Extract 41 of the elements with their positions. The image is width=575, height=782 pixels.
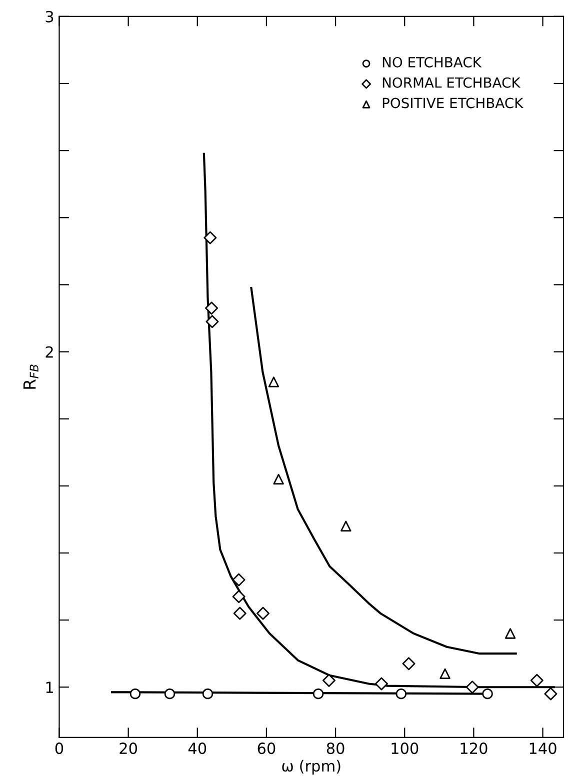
x-tick-label: 60 [258,742,276,754]
point [440,668,450,680]
point [206,315,219,328]
point [374,677,388,690]
legend-label: NO ETCHBACK [382,56,482,68]
point [232,573,246,586]
point [482,688,493,700]
x-tick-label: 20 [120,742,138,754]
line-series [250,287,517,655]
point [205,302,218,315]
y-tick-label: 3 [46,10,54,22]
point [204,231,217,244]
x-tick-label: 80 [326,742,344,754]
point [466,680,479,694]
legend-label: POSITIVE ETCHBACK [382,98,524,108]
point [164,688,176,700]
point [202,688,214,700]
x-tick-label: 0 [55,742,64,754]
point [530,674,544,687]
x-tick-label: 100 [392,742,418,754]
point [402,657,416,670]
point [232,590,246,604]
point [256,606,270,620]
point [268,376,280,388]
y-tick-label: 2 [46,346,53,358]
point [396,688,407,700]
point [340,520,352,532]
y-axis-title: R$_{FB}$ [23,364,38,389]
point [544,687,558,700]
point [130,688,141,700]
x-tick-label: 140 [530,742,556,754]
x-axis-title: ω (rpm) [282,760,340,775]
point [312,688,324,700]
point [504,628,516,639]
point [273,474,284,485]
point [322,674,336,687]
x-tick-label: 120 [460,742,488,754]
point [233,606,246,620]
y-tick-label: 1 [46,682,53,693]
legend-label: NORMAL ETCHBACK [382,77,521,88]
x-tick-label: 40 [188,742,206,754]
